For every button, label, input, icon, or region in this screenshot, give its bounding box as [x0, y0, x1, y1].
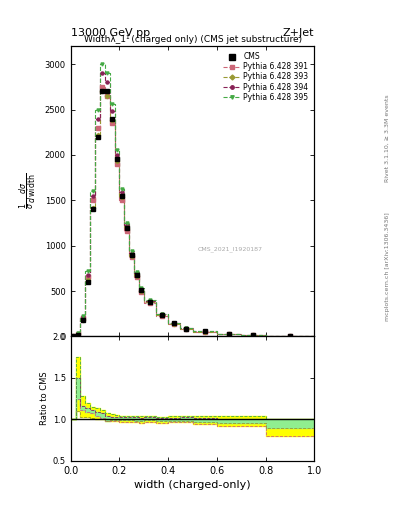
CMS — [148, 299, 152, 305]
CMS — [160, 311, 165, 317]
CMS — [125, 224, 129, 230]
CMS — [227, 331, 231, 337]
CMS — [95, 134, 100, 140]
Line: CMS: CMS — [71, 90, 292, 338]
CMS — [251, 332, 256, 338]
CMS — [202, 328, 207, 334]
CMS — [81, 317, 85, 323]
CMS — [76, 331, 81, 337]
CMS — [129, 252, 134, 258]
Text: 13000 GeV pp: 13000 GeV pp — [71, 28, 150, 38]
CMS — [134, 272, 139, 278]
Y-axis label: $\frac{1}{\sigma}\frac{d\sigma}{d\,\mathrm{width}}$: $\frac{1}{\sigma}\frac{d\sigma}{d\,\math… — [18, 173, 39, 209]
Text: CMS_2021_I1920187: CMS_2021_I1920187 — [197, 246, 263, 252]
X-axis label: width (charged-only): width (charged-only) — [134, 480, 251, 490]
Y-axis label: Ratio to CMS: Ratio to CMS — [40, 372, 49, 425]
CMS — [85, 279, 90, 285]
CMS — [110, 116, 114, 122]
CMS — [139, 287, 144, 293]
CMS — [115, 156, 119, 162]
CMS — [184, 326, 189, 332]
CMS — [71, 333, 75, 339]
Text: mcplots.cern.ch [arXiv:1306.3436]: mcplots.cern.ch [arXiv:1306.3436] — [385, 212, 389, 321]
Text: Z+Jet: Z+Jet — [283, 28, 314, 38]
Legend: CMS, Pythia 6.428 391, Pythia 6.428 393, Pythia 6.428 394, Pythia 6.428 395: CMS, Pythia 6.428 391, Pythia 6.428 393,… — [221, 50, 310, 104]
CMS — [288, 333, 292, 339]
CMS — [100, 89, 105, 95]
CMS — [105, 89, 110, 95]
CMS — [90, 206, 95, 212]
CMS — [172, 320, 177, 326]
Title: Widthλ_1¹ (charged only) (CMS jet substructure): Widthλ_1¹ (charged only) (CMS jet substr… — [83, 35, 302, 44]
Text: Rivet 3.1.10, ≥ 3.3M events: Rivet 3.1.10, ≥ 3.3M events — [385, 94, 389, 182]
CMS — [119, 193, 124, 199]
